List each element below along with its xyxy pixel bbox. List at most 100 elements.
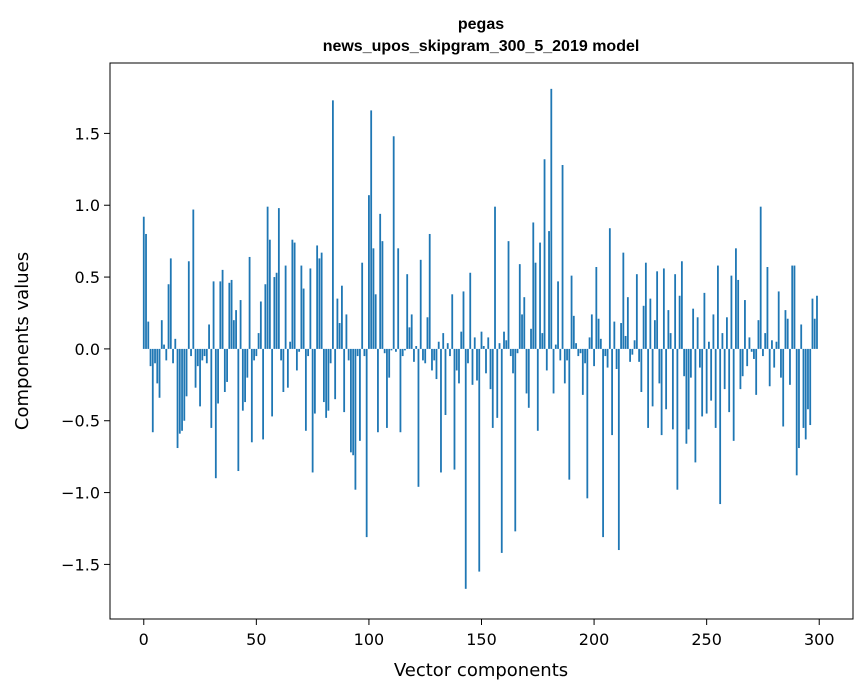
bar-240 [683, 348, 686, 377]
bar-47 [248, 256, 251, 349]
bar-175 [536, 348, 539, 431]
bar-9 [163, 344, 165, 349]
bar-35 [221, 269, 224, 349]
bar-185 [559, 348, 562, 361]
bar-46 [246, 348, 249, 378]
bar-291 [798, 348, 800, 449]
bar-0 [142, 216, 145, 349]
bar-275 [762, 348, 764, 357]
bar-105 [379, 213, 382, 349]
bar-126 [426, 317, 429, 349]
bar-236 [674, 274, 677, 349]
bar-268 [746, 348, 749, 367]
bar-280 [773, 348, 776, 368]
bar-160 [503, 331, 505, 349]
y-tick-label: −1.5 [61, 555, 100, 574]
bar-96 [359, 348, 361, 441]
bars-group [142, 88, 818, 589]
bar-132 [440, 348, 442, 473]
bar-265 [739, 348, 742, 390]
bar-151 [482, 346, 485, 349]
bar-87 [338, 323, 341, 349]
bar-3 [149, 348, 152, 367]
bar-171 [527, 348, 530, 408]
bar-17 [181, 348, 183, 431]
bar-170 [525, 348, 528, 394]
bar-212 [620, 323, 622, 349]
bar-78 [318, 258, 321, 349]
x-tick-label: 0 [139, 630, 149, 649]
bar-252 [710, 348, 713, 401]
bar-181 [550, 88, 553, 349]
bar-259 [726, 317, 728, 349]
bar-51 [257, 333, 260, 349]
bar-74 [309, 268, 312, 349]
bar-299 [816, 295, 818, 349]
bar-247 [699, 348, 701, 368]
bar-184 [557, 281, 559, 349]
bar-42 [237, 348, 240, 472]
bar-98 [363, 348, 366, 357]
bar-121 [415, 346, 418, 349]
bar-231 [662, 268, 665, 349]
bar-111 [392, 136, 395, 349]
x-tick-label: 100 [354, 630, 385, 649]
bar-1 [145, 233, 147, 349]
chart-title: pegas [458, 16, 504, 33]
bar-45 [244, 348, 246, 403]
bar-72 [304, 348, 307, 431]
bar-86 [336, 298, 339, 349]
bar-228 [656, 271, 659, 349]
bar-81 [325, 348, 328, 418]
x-tick-label: 200 [579, 630, 610, 649]
bar-153 [487, 337, 490, 349]
bar-44 [241, 348, 244, 411]
bar-90 [345, 314, 348, 349]
bar-43 [239, 300, 242, 349]
bar-167 [518, 264, 521, 349]
bar-157 [496, 348, 499, 418]
bar-174 [534, 262, 537, 349]
y-tick-label: 1.0 [75, 196, 100, 215]
bar-41 [235, 310, 237, 349]
bar-211 [617, 348, 620, 551]
bar-156 [494, 206, 496, 349]
bar-19 [185, 348, 188, 397]
bar-84 [332, 100, 334, 349]
bar-251 [708, 341, 710, 349]
bar-288 [791, 265, 794, 349]
bar-129 [433, 348, 436, 361]
bar-143 [464, 348, 467, 589]
bar-286 [786, 318, 789, 349]
y-tick-label: −0.5 [61, 412, 100, 431]
bar-61 [280, 348, 283, 361]
bar-226 [651, 348, 654, 407]
bar-133 [442, 333, 445, 349]
bar-273 [757, 320, 760, 349]
bar-218 [633, 340, 636, 349]
bar-6 [156, 348, 159, 384]
bar-53 [262, 348, 264, 440]
bar-190 [570, 275, 573, 349]
bar-159 [500, 348, 503, 553]
bar-31 [212, 281, 215, 349]
x-axis-ticks: 0 50 100 150 200 250 300 [139, 619, 835, 649]
bar-93 [352, 348, 355, 456]
bar-279 [771, 340, 773, 349]
bar-122 [417, 348, 420, 487]
bar-298 [813, 318, 816, 349]
bar-289 [793, 265, 796, 349]
bar-109 [388, 348, 391, 378]
bar-216 [629, 348, 631, 362]
bar-246 [696, 317, 699, 349]
bar-15 [176, 348, 179, 449]
bar-270 [750, 348, 753, 352]
bar-22 [192, 209, 195, 349]
bar-269 [748, 337, 751, 349]
bar-267 [744, 300, 746, 349]
x-tick-label: 250 [691, 630, 722, 649]
bar-191 [572, 315, 575, 349]
bar-297 [811, 298, 814, 349]
bar-182 [552, 348, 555, 394]
bar-4 [151, 348, 154, 433]
